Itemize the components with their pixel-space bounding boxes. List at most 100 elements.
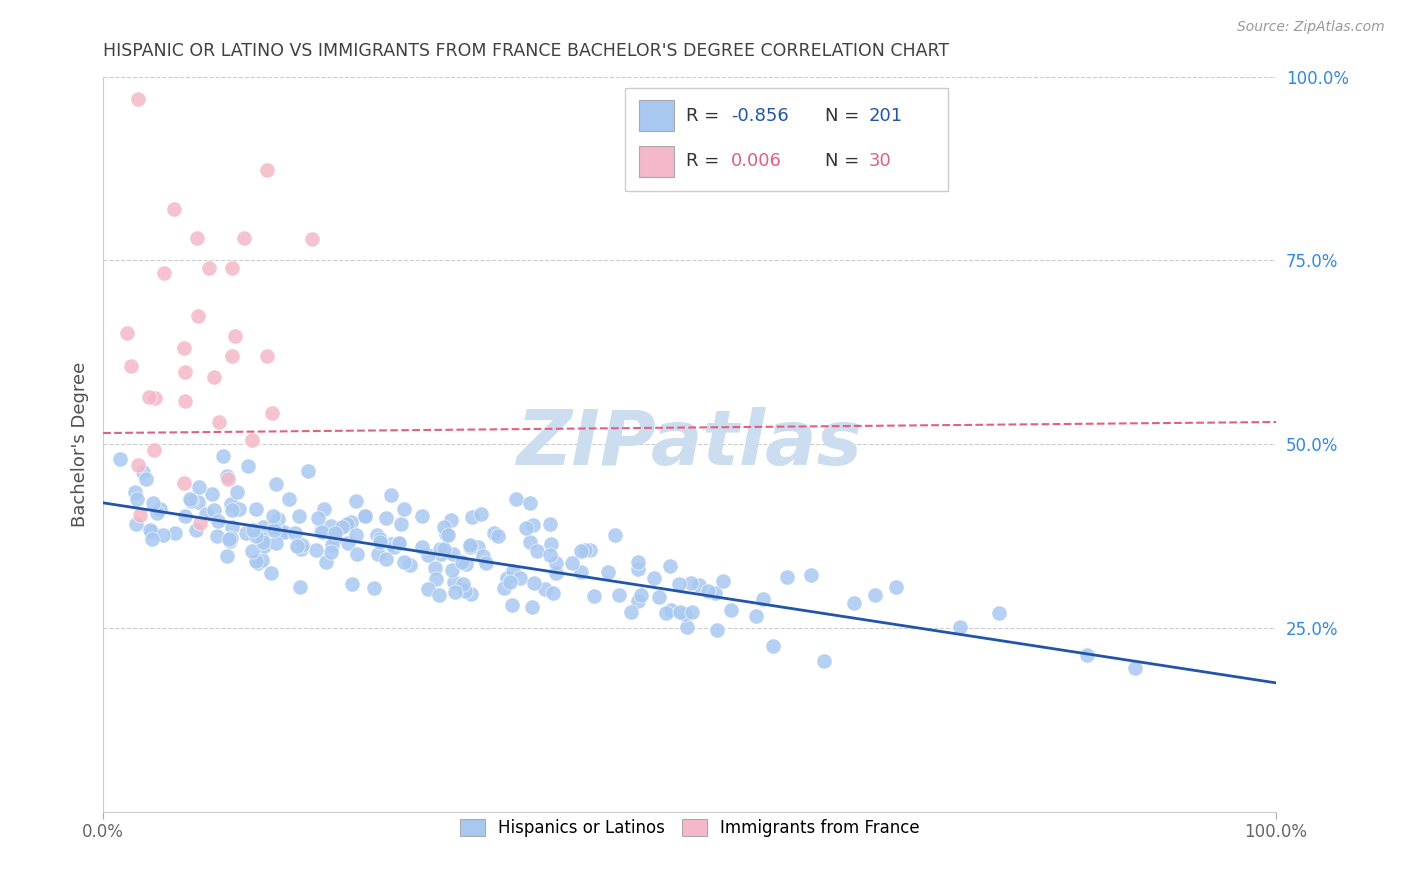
Point	[163, 526, 186, 541]
Text: 201: 201	[869, 106, 903, 125]
Point	[704, 586, 727, 600]
Point	[139, 523, 162, 537]
Point	[321, 538, 343, 552]
Point	[561, 556, 583, 570]
Text: 30: 30	[869, 153, 891, 170]
Point	[202, 370, 225, 384]
Point	[337, 536, 360, 550]
Point	[655, 606, 678, 620]
Point	[388, 536, 411, 550]
Point	[180, 493, 202, 508]
Point	[603, 528, 626, 542]
Point	[173, 365, 195, 379]
Point	[195, 507, 218, 521]
Point	[221, 520, 243, 534]
Point	[696, 583, 718, 598]
Point	[259, 566, 281, 580]
Point	[188, 481, 211, 495]
Point	[411, 540, 433, 554]
Point	[813, 654, 835, 668]
Point	[252, 535, 274, 549]
Point	[270, 524, 292, 539]
Point	[626, 593, 648, 607]
Point	[367, 547, 389, 561]
Point	[127, 92, 149, 106]
Point	[212, 450, 235, 464]
Point	[301, 231, 323, 245]
Point	[217, 471, 239, 485]
Point	[627, 555, 650, 569]
Point	[430, 547, 453, 561]
Point	[482, 526, 505, 541]
Point	[534, 582, 557, 597]
Point	[146, 506, 169, 520]
Point	[679, 575, 702, 590]
Point	[454, 584, 477, 599]
Point	[429, 541, 451, 556]
Point	[215, 469, 238, 483]
Point	[325, 531, 347, 545]
Point	[668, 577, 690, 591]
Point	[245, 529, 267, 543]
Point	[319, 545, 342, 559]
Point	[800, 568, 823, 582]
Text: N =: N =	[824, 153, 865, 170]
Point	[240, 433, 263, 447]
Point	[314, 502, 336, 516]
Point	[630, 588, 652, 602]
Point	[120, 359, 142, 374]
Point	[502, 564, 524, 578]
Point	[138, 390, 160, 404]
Point	[346, 547, 368, 561]
Point	[264, 477, 287, 491]
Point	[262, 406, 284, 420]
Point	[173, 342, 195, 356]
Point	[340, 576, 363, 591]
Point	[256, 349, 278, 363]
Point	[124, 484, 146, 499]
Point	[202, 503, 225, 517]
Point	[162, 202, 184, 216]
Point	[751, 591, 773, 606]
Point	[515, 521, 537, 535]
Point	[669, 605, 692, 619]
Point	[262, 509, 284, 524]
Text: Source: ZipAtlas.com: Source: ZipAtlas.com	[1237, 20, 1385, 34]
Text: HISPANIC OR LATINO VS IMMIGRANTS FROM FRANCE BACHELOR'S DEGREE CORRELATION CHART: HISPANIC OR LATINO VS IMMIGRANTS FROM FR…	[103, 42, 949, 60]
Point	[470, 508, 492, 522]
Point	[494, 581, 516, 595]
Point	[541, 586, 564, 600]
Point	[659, 603, 682, 617]
Point	[451, 556, 474, 570]
Point	[392, 502, 415, 516]
Point	[335, 517, 357, 532]
Point	[242, 523, 264, 537]
Point	[225, 485, 247, 500]
Point	[988, 606, 1011, 620]
Point	[863, 588, 886, 602]
Point	[287, 540, 309, 554]
Point	[475, 556, 498, 570]
Point	[245, 501, 267, 516]
Point	[382, 540, 405, 554]
Point	[187, 495, 209, 509]
Point	[486, 529, 509, 543]
Point	[496, 571, 519, 585]
Point	[522, 518, 544, 533]
Point	[354, 509, 377, 524]
Point	[949, 620, 972, 634]
Point	[416, 548, 439, 562]
Point	[434, 527, 457, 541]
Point	[236, 458, 259, 473]
Point	[1123, 660, 1146, 674]
Point	[844, 596, 866, 610]
Point	[762, 639, 785, 653]
Point	[309, 524, 332, 539]
Point	[458, 538, 481, 552]
Point	[197, 260, 219, 275]
Point	[224, 328, 246, 343]
Point	[207, 514, 229, 528]
Point	[108, 452, 131, 467]
Point	[884, 580, 907, 594]
Point	[290, 542, 312, 557]
